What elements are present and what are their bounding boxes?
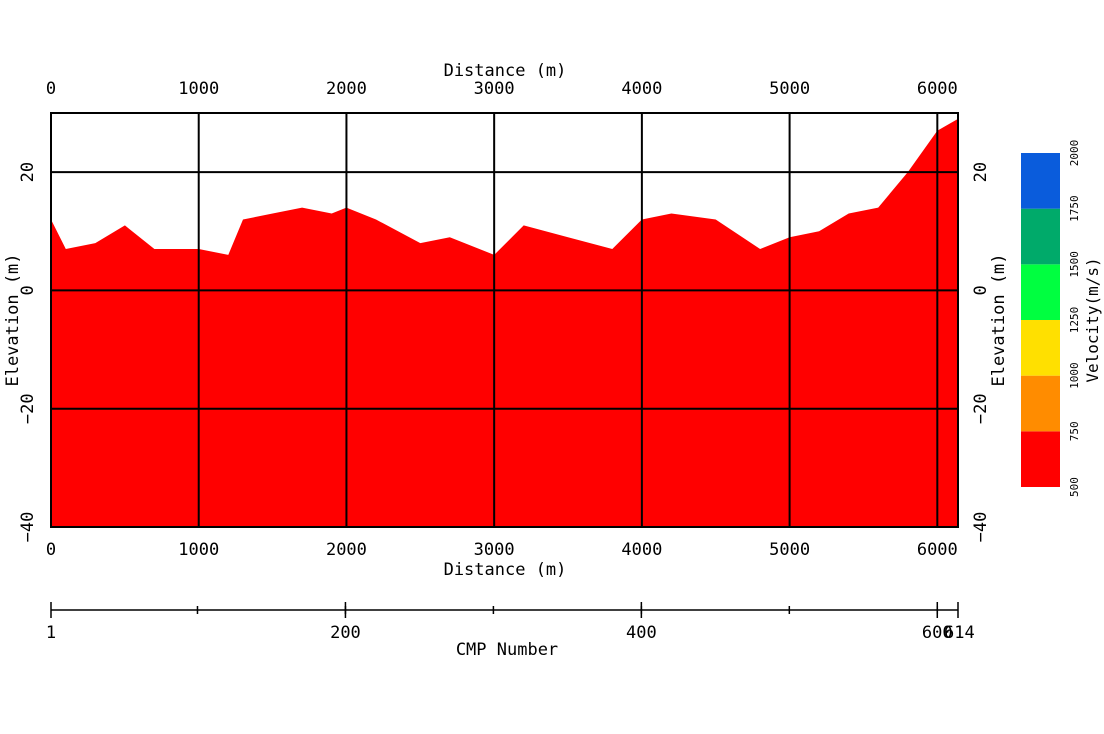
colorbar-level-label: 500 — [1068, 477, 1081, 497]
left-axis-label: Elevation (m) — [3, 253, 23, 386]
colorbar-swatch — [1021, 153, 1060, 209]
left-tick-label: 20 — [18, 162, 38, 182]
left-tick-label: −40 — [18, 512, 38, 543]
top-tick-label: 3000 — [474, 79, 515, 99]
cmp-tick-label: 600 — [922, 623, 953, 643]
colorbar-swatch — [1021, 208, 1060, 265]
cmp-axis-label: CMP Number — [456, 640, 558, 660]
velocity-colorbar: 500 750 1000 1250 1500 1750 2000 — [1021, 140, 1081, 497]
top-axis-label: Distance (m) — [444, 61, 567, 81]
left-tick-label: −20 — [18, 393, 38, 424]
left-axis-ticks: 20 0 −20 −40 — [18, 162, 38, 542]
left-tick-label: 0 — [18, 285, 38, 295]
right-axis-ticks: 20 0 −20 −40 — [971, 162, 991, 542]
colorbar-label: Velocity(m/s) — [1083, 257, 1102, 382]
right-tick-label: 0 — [971, 285, 991, 295]
bottom-tick-label: 0 — [46, 540, 56, 560]
colorbar-level-label: 2000 — [1068, 140, 1081, 167]
bottom-tick-label: 4000 — [621, 540, 662, 560]
layer-500-750 — [51, 118, 958, 527]
top-tick-label: 4000 — [621, 79, 662, 99]
plot-frame — [50, 112, 959, 528]
top-axis-ticks: 0 1000 2000 3000 4000 5000 6000 — [46, 79, 958, 99]
cmp-tick-label: 614 — [944, 623, 975, 643]
colorbar-swatch — [1021, 320, 1060, 376]
bottom-tick-label: 2000 — [326, 540, 367, 560]
top-tick-label: 2000 — [326, 79, 367, 99]
velocity-layers — [51, 118, 958, 527]
colorbar-level-label: 1000 — [1068, 362, 1081, 389]
cmp-tick-label: 400 — [626, 623, 657, 643]
colorbar-swatch — [1021, 375, 1060, 432]
colorbar-level-label: 1750 — [1068, 195, 1081, 222]
grid-lines — [51, 113, 958, 527]
bottom-tick-label: 5000 — [769, 540, 810, 560]
cmp-tick-label: 1 — [46, 623, 56, 643]
top-tick-label: 0 — [46, 79, 56, 99]
right-tick-label: −20 — [971, 393, 991, 424]
cmp-tick-label: 200 — [330, 623, 361, 643]
colorbar-swatch — [1021, 431, 1060, 487]
bottom-axis-label: Distance (m) — [444, 560, 567, 580]
colorbar-level-label: 750 — [1068, 421, 1081, 441]
top-tick-label: 6000 — [917, 79, 958, 99]
bottom-tick-label: 3000 — [474, 540, 515, 560]
bottom-tick-label: 6000 — [917, 540, 958, 560]
colorbar-swatch — [1021, 264, 1060, 320]
right-tick-label: 20 — [971, 162, 991, 182]
colorbar-level-label: 1500 — [1068, 251, 1081, 278]
right-tick-label: −40 — [971, 512, 991, 543]
colorbar-level-label: 1250 — [1068, 307, 1081, 334]
right-axis-label: Elevation (m) — [989, 253, 1009, 386]
bottom-tick-label: 1000 — [178, 540, 219, 560]
top-tick-label: 1000 — [178, 79, 219, 99]
bottom-axis-ticks: 0 1000 2000 3000 4000 5000 6000 — [46, 540, 958, 560]
top-tick-label: 5000 — [769, 79, 810, 99]
